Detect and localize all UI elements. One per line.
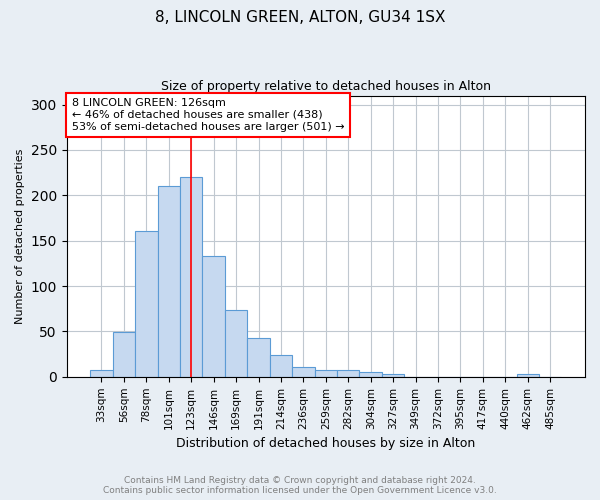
- Bar: [314, 370, 337, 377]
- Bar: [382, 374, 404, 377]
- Text: 8 LINCOLN GREEN: 126sqm
← 46% of detached houses are smaller (438)
53% of semi-d: 8 LINCOLN GREEN: 126sqm ← 46% of detache…: [72, 98, 344, 132]
- Title: Size of property relative to detached houses in Alton: Size of property relative to detached ho…: [161, 80, 491, 93]
- Bar: [225, 310, 247, 377]
- Bar: [337, 370, 359, 377]
- Bar: [202, 256, 225, 377]
- Bar: [135, 230, 158, 377]
- Bar: [90, 370, 113, 377]
- Bar: [270, 355, 292, 377]
- Bar: [180, 177, 202, 377]
- Bar: [113, 332, 135, 377]
- Bar: [517, 374, 539, 377]
- Y-axis label: Number of detached properties: Number of detached properties: [15, 148, 25, 324]
- Bar: [247, 338, 270, 377]
- X-axis label: Distribution of detached houses by size in Alton: Distribution of detached houses by size …: [176, 437, 475, 450]
- Bar: [158, 186, 180, 377]
- Text: Contains HM Land Registry data © Crown copyright and database right 2024.
Contai: Contains HM Land Registry data © Crown c…: [103, 476, 497, 495]
- Text: 8, LINCOLN GREEN, ALTON, GU34 1SX: 8, LINCOLN GREEN, ALTON, GU34 1SX: [155, 10, 445, 25]
- Bar: [359, 372, 382, 377]
- Bar: [292, 367, 314, 377]
